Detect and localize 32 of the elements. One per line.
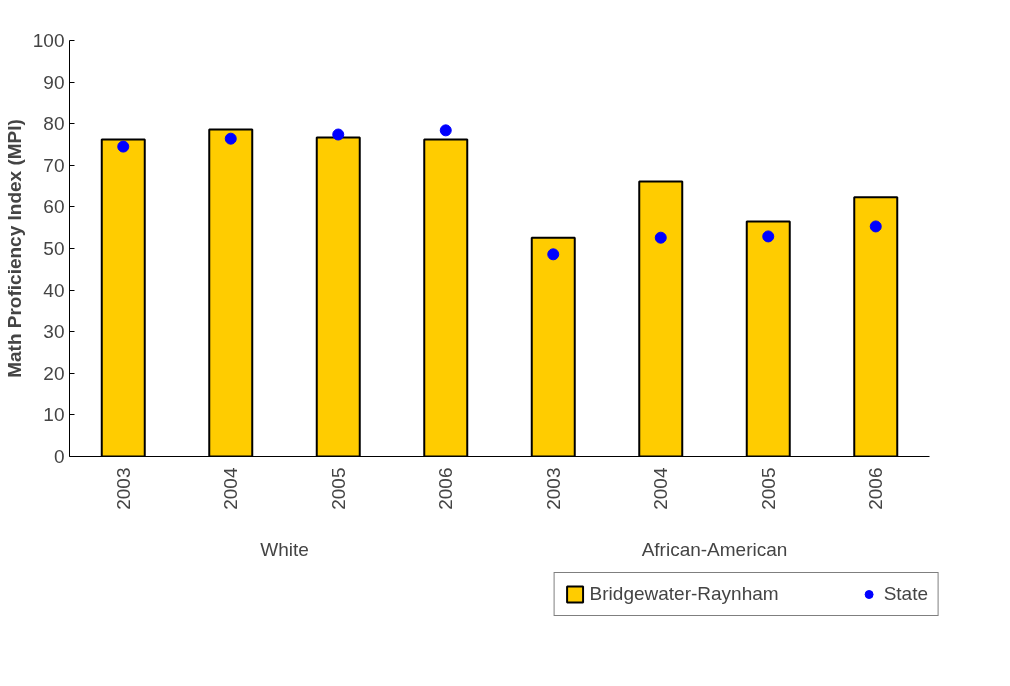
y-tick-label: 70 <box>43 154 65 176</box>
y-tick-label: 80 <box>43 113 65 135</box>
x-tick-label: 2006 <box>435 467 457 510</box>
x-tick-label: 2004 <box>220 467 242 510</box>
point <box>547 248 560 261</box>
x-tick-label: 2005 <box>327 467 349 510</box>
x-tick-label: 2005 <box>757 467 779 510</box>
x-tick-label: 2003 <box>542 467 564 510</box>
x-tick-label: 2003 <box>112 467 134 510</box>
point <box>117 140 130 153</box>
point <box>224 132 237 145</box>
point <box>439 124 452 137</box>
y-tick-label: 50 <box>43 238 65 259</box>
point <box>332 128 345 141</box>
y-axis-title: Math Proficiency Index (MPI) <box>3 119 25 378</box>
y-tick-label: 100 <box>32 30 65 51</box>
y-tick-label: 40 <box>43 279 65 301</box>
y-tick-label: 0 <box>53 446 65 467</box>
x-tick-label: 2006 <box>865 467 887 510</box>
point <box>869 220 882 233</box>
point <box>654 231 667 244</box>
y-tick-label: 60 <box>43 196 65 218</box>
legend-label: State <box>883 583 928 605</box>
point <box>762 230 775 243</box>
x-tick-label: 2004 <box>650 467 672 510</box>
y-tick-label: 30 <box>43 321 65 343</box>
y-tick-label: 10 <box>43 404 65 426</box>
text: White <box>260 538 309 560</box>
legend-label: Bridgewater-Raynham <box>589 583 779 605</box>
text: African-American <box>641 538 788 560</box>
y-tick-label: 90 <box>43 71 65 93</box>
y-tick-label: 20 <box>43 362 65 384</box>
